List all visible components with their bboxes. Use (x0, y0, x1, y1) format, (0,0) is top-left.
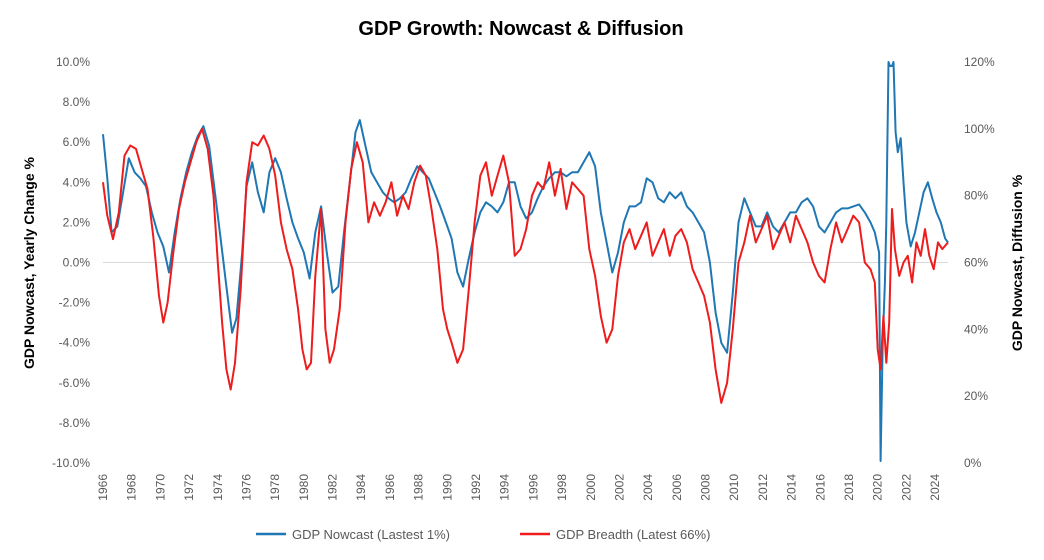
x-tick-label: 2004 (641, 474, 655, 501)
x-tick-label: 1968 (125, 474, 139, 501)
y-left-tick-label: 10.0% (56, 55, 90, 69)
y-right-tick-label: 0% (964, 456, 982, 470)
y-left-tick-label: 6.0% (63, 135, 91, 149)
x-tick-label: 2024 (928, 474, 942, 501)
y-right-tick-label: 60% (964, 256, 988, 270)
y-left-tick-label: -2.0% (59, 296, 91, 310)
legend-label-1: GDP Breadth (Latest 66%) (556, 527, 710, 542)
y-right-tick-label: 100% (964, 122, 995, 136)
legend: GDP Nowcast (Lastest 1%) GDP Breadth (Lat… (256, 527, 710, 542)
x-tick-label: 2022 (899, 474, 913, 501)
x-tick-label: 1978 (268, 474, 282, 501)
y-right-tick-label: 40% (964, 322, 988, 336)
y-right-tick-label: 120% (964, 55, 995, 69)
x-tick-label: 2010 (727, 474, 741, 501)
x-tick-label: 2016 (813, 474, 827, 501)
x-tick-label: 2008 (699, 474, 713, 501)
series-line-0 (102, 61, 949, 462)
y-left-tick-label: 0.0% (63, 256, 91, 270)
y-left-tick-label: 4.0% (63, 175, 91, 189)
x-tick-label: 1994 (498, 474, 512, 501)
legend-label-0: GDP Nowcast (Lastest 1%) (292, 527, 450, 542)
y-right-axis-title: GDP Nowcast, Diffusion % (1009, 174, 1025, 351)
y-left-tick-label: 2.0% (63, 215, 91, 229)
x-tick-label: 1992 (469, 474, 483, 501)
x-tick-label: 2000 (584, 474, 598, 501)
y-left-tick-label: -10.0% (52, 456, 90, 470)
x-tick-label: 1980 (297, 474, 311, 501)
axes: 10.0% 8.0% 6.0% 4.0% 2.0% 0.0% -2.0% -4.0% -6.0%… (52, 55, 995, 501)
y-left-tick-label: 8.0% (63, 95, 91, 109)
chart-title: GDP Growth: Nowcast & Diffusion (358, 18, 683, 40)
x-tick-label: 1974 (211, 474, 225, 501)
series-lines (102, 61, 949, 462)
y-left-tick-label: -8.0% (59, 416, 91, 430)
x-tick-label: 2012 (756, 474, 770, 501)
x-tick-label: 2002 (612, 474, 626, 501)
x-tick-label: 2014 (785, 474, 799, 501)
x-tick-label: 1966 (96, 474, 110, 501)
x-tick-label: 1976 (239, 474, 253, 501)
y-left-tick-label: -4.0% (59, 336, 91, 350)
x-tick-label: 1988 (412, 474, 426, 501)
y-left-axis-title: GDP Nowcast, Yearly Change % (21, 157, 37, 369)
x-tick-label: 1982 (326, 474, 340, 501)
x-tick-label: 2006 (670, 474, 684, 501)
y-right-tick-label: 20% (964, 389, 988, 403)
x-tick-label: 1990 (440, 474, 454, 501)
x-tick-label: 1970 (153, 474, 167, 501)
x-tick-label: 2020 (871, 474, 885, 501)
x-tick-label: 1972 (182, 474, 196, 501)
x-tick-label: 1996 (526, 474, 540, 501)
y-left-tick-label: -6.0% (59, 376, 91, 390)
x-tick-label: 1998 (555, 474, 569, 501)
x-tick-label: 1984 (354, 474, 368, 501)
x-tick-label: 2018 (842, 474, 856, 501)
y-right-tick-label: 80% (964, 189, 988, 203)
series-line-1 (102, 127, 949, 404)
x-tick-label: 1986 (383, 474, 397, 501)
